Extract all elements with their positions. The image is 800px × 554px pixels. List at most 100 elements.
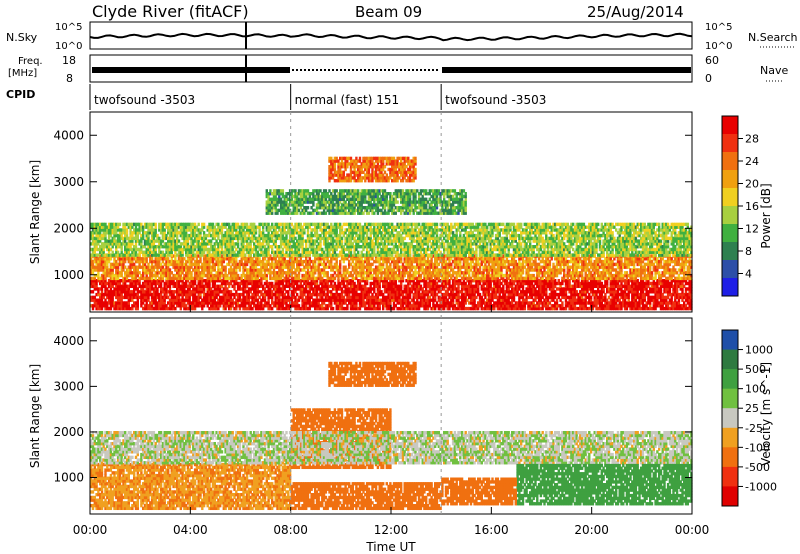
heatmap-cell (351, 254, 354, 258)
heatmap-cell (677, 306, 681, 311)
heatmap-cell (496, 290, 500, 294)
heatmap-cell (407, 262, 410, 267)
heatmap-cell (425, 273, 428, 278)
heatmap-cell (231, 257, 234, 261)
heatmap-cell (306, 268, 310, 272)
heatmap-cell (663, 306, 666, 311)
heatmap-cell (204, 265, 208, 269)
heatmap-cell (167, 259, 170, 264)
heatmap-cell (631, 287, 634, 291)
heatmap-cell (572, 279, 575, 283)
heatmap-cell (186, 268, 190, 272)
heatmap-cell (487, 295, 491, 300)
heatmap-cell (448, 265, 451, 269)
heatmap-cell (607, 301, 611, 305)
heatmap-cell (310, 273, 313, 278)
heatmap-cell (172, 298, 175, 302)
heatmap-cell (514, 265, 517, 269)
heatmap-cell (383, 279, 387, 283)
heatmap-cell (190, 259, 193, 264)
heatmap-cell (564, 287, 568, 291)
heatmap-cell (496, 273, 500, 278)
heatmap-cell (90, 268, 93, 272)
heatmap-cell (423, 281, 426, 286)
heatmap-cell (319, 298, 322, 302)
heatmap-cell (448, 281, 451, 286)
heatmap-cell (129, 259, 132, 264)
heatmap-cell (482, 259, 485, 264)
heatmap-cell (589, 284, 593, 288)
heatmap-cell (607, 306, 611, 311)
heatmap-cell (193, 268, 197, 272)
heatmap-cell (541, 295, 544, 300)
heatmap-cell (242, 273, 245, 278)
heatmap-cell (469, 281, 473, 286)
heatmap-cell (369, 298, 372, 302)
heatmap-cell (496, 281, 500, 286)
heatmap-cell (317, 287, 320, 291)
heatmap-cell (625, 304, 629, 308)
heatmap-cell (278, 268, 281, 272)
heatmap-cell (267, 262, 270, 267)
heatmap-cell (554, 306, 557, 311)
heatmap-cell (111, 276, 114, 281)
heatmap-cell (118, 284, 122, 288)
heatmap-cell (305, 276, 308, 281)
heatmap-cell (520, 290, 523, 294)
heatmap-cell (606, 279, 609, 283)
heatmap-cell (122, 284, 125, 288)
heatmap-cell (244, 262, 247, 267)
heatmap-cell (258, 268, 261, 272)
heatmap-cell (473, 276, 476, 281)
heatmap-cell (555, 298, 559, 302)
heatmap-cell (240, 259, 243, 264)
heatmap-cell (364, 279, 367, 283)
heatmap-cell (174, 295, 177, 300)
heatmap-cell (190, 306, 193, 311)
heatmap-cell (428, 290, 431, 294)
heatmap-cell (416, 276, 419, 281)
heatmap-cell (374, 271, 378, 275)
heatmap-cell (258, 306, 261, 311)
heatmap-cell (326, 281, 329, 286)
heatmap-cell (672, 306, 675, 311)
heatmap-cell (326, 304, 329, 308)
heatmap-cell (201, 271, 204, 275)
heatmap-cell (389, 306, 392, 311)
heatmap-cell (525, 257, 528, 261)
heatmap-cell (335, 301, 338, 305)
heatmap-cell (355, 276, 358, 281)
heatmap-cell (355, 304, 358, 308)
heatmap-cell (380, 276, 383, 281)
heatmap-cell (529, 292, 532, 297)
heatmap-cell (486, 271, 489, 275)
heatmap-cell (290, 301, 294, 305)
heatmap-cell (688, 304, 691, 308)
heatmap-cell (475, 265, 478, 269)
heatmap-cell (487, 279, 491, 283)
heatmap-cell (430, 306, 433, 311)
heatmap-cell (283, 262, 286, 267)
heatmap-cell (387, 287, 390, 291)
heatmap-cell (197, 268, 200, 272)
heatmap-cell (545, 257, 548, 261)
heatmap-cell (430, 276, 433, 281)
heatmap-cell (563, 306, 566, 311)
heatmap-cell (460, 271, 464, 275)
heatmap-cell (324, 284, 328, 288)
heatmap-cell (340, 257, 344, 261)
heatmap-cell (398, 276, 401, 281)
heatmap-cell (358, 273, 362, 278)
heatmap-cell (666, 287, 670, 291)
heatmap-cell (202, 254, 206, 258)
heatmap-cell (679, 306, 682, 311)
heatmap-cell (584, 306, 587, 311)
heatmap-cell (568, 287, 571, 291)
heatmap-cell (514, 287, 517, 291)
heatmap-cell (482, 265, 485, 269)
heatmap-cell (208, 259, 211, 264)
heatmap-cell (183, 292, 186, 297)
heatmap-cell (292, 287, 295, 291)
heatmap-cell (591, 281, 595, 286)
heatmap-cell (457, 279, 460, 283)
